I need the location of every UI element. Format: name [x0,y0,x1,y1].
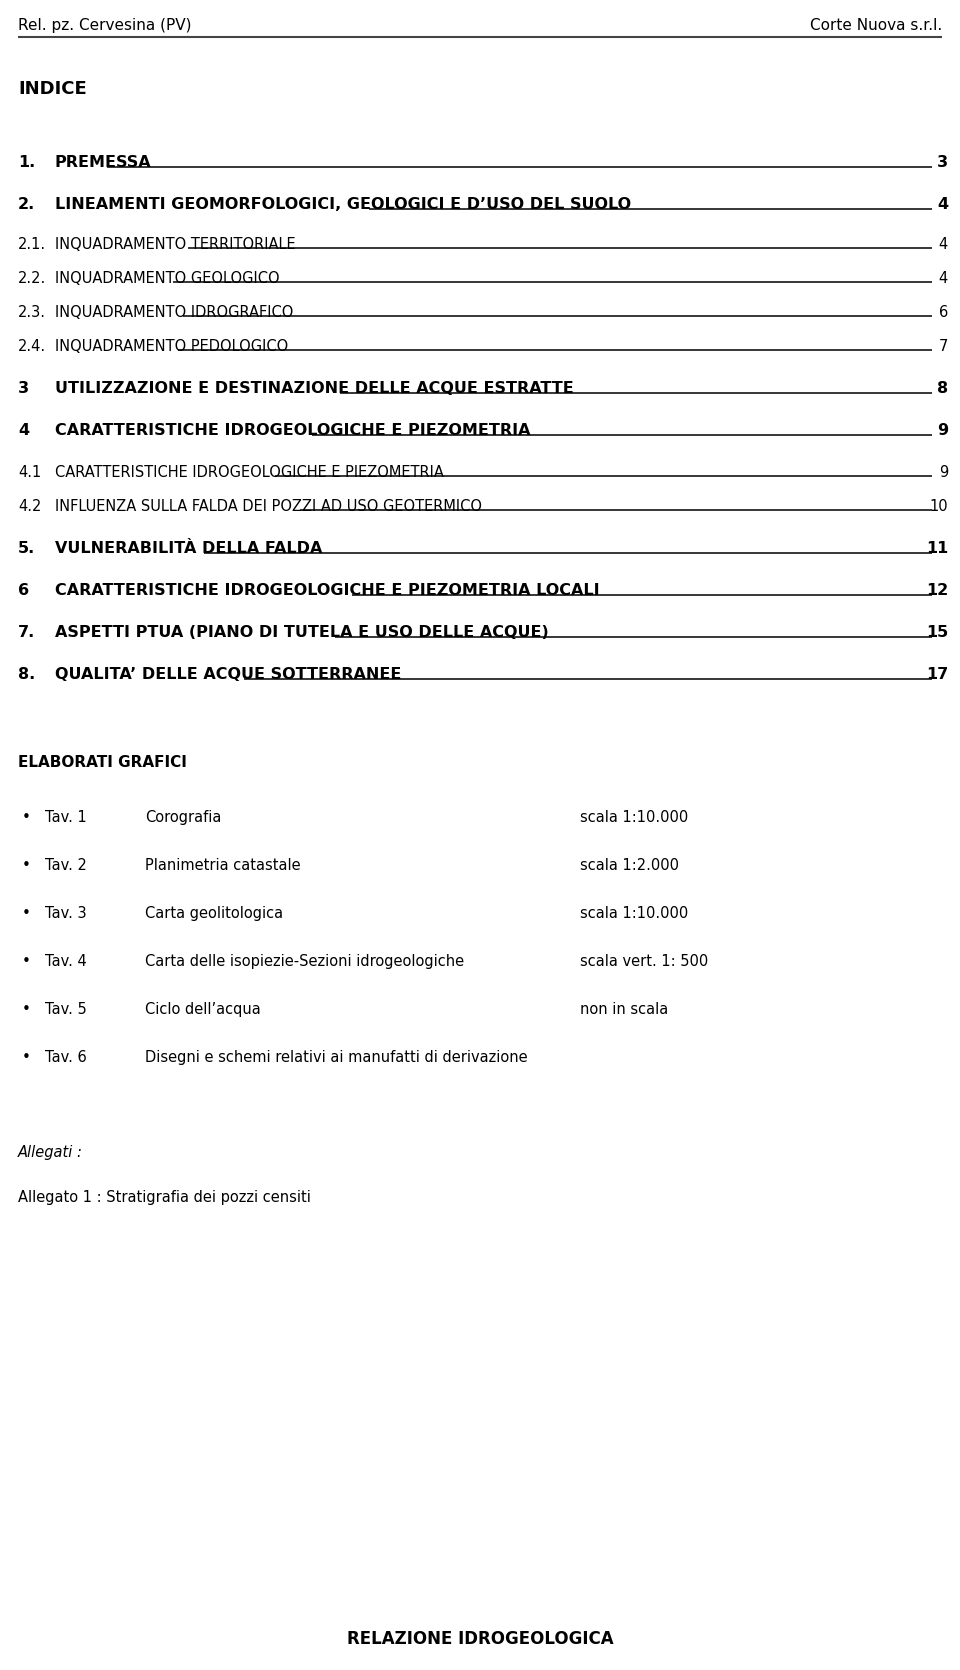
Text: CARATTERISTICHE IDROGEOLOGICHE E PIEZOMETRIA: CARATTERISTICHE IDROGEOLOGICHE E PIEZOME… [55,464,444,479]
Text: 11: 11 [925,541,948,556]
Text: PREMESSA: PREMESSA [55,155,152,170]
Text: •: • [22,1002,31,1017]
Text: UTILIZZAZIONE E DESTINAZIONE DELLE ACQUE ESTRATTE: UTILIZZAZIONE E DESTINAZIONE DELLE ACQUE… [55,381,574,396]
Text: INQUADRAMENTO TERRITORIALE: INQUADRAMENTO TERRITORIALE [55,237,296,252]
Text: 2.1.: 2.1. [18,237,46,252]
Text: INDICE: INDICE [18,80,86,99]
Text: Allegato 1 : Stratigrafia dei pozzi censiti: Allegato 1 : Stratigrafia dei pozzi cens… [18,1191,311,1206]
Text: 3: 3 [937,155,948,170]
Text: Corte Nuova s.r.l.: Corte Nuova s.r.l. [809,18,942,33]
Text: 1.: 1. [18,155,36,170]
Text: 10: 10 [929,499,948,514]
Text: 8: 8 [937,381,948,396]
Text: Rel. pz. Cervesina (PV): Rel. pz. Cervesina (PV) [18,18,191,33]
Text: 4: 4 [937,197,948,212]
Text: •: • [22,954,31,969]
Text: Tav. 1: Tav. 1 [45,810,86,825]
Text: 9: 9 [937,423,948,438]
Text: 4.1: 4.1 [18,464,41,479]
Text: non in scala: non in scala [580,1002,668,1017]
Text: RELAZIONE IDROGEOLOGICA: RELAZIONE IDROGEOLOGICA [347,1630,613,1648]
Text: Tav. 5: Tav. 5 [45,1002,86,1017]
Text: ASPETTI PTUA (PIANO DI TUTELA E USO DELLE ACQUE): ASPETTI PTUA (PIANO DI TUTELA E USO DELL… [55,625,549,640]
Text: VULNERABILITÀ DELLA FALDA: VULNERABILITÀ DELLA FALDA [55,541,323,556]
Text: Tav. 2: Tav. 2 [45,858,86,873]
Text: Disegni e schemi relativi ai manufatti di derivazione: Disegni e schemi relativi ai manufatti d… [145,1050,528,1065]
Text: Ciclo dell’acqua: Ciclo dell’acqua [145,1002,261,1017]
Text: QUALITA’ DELLE ACQUE SOTTERRANEE: QUALITA’ DELLE ACQUE SOTTERRANEE [55,666,401,681]
Text: 6: 6 [18,583,29,598]
Text: 15: 15 [925,625,948,640]
Text: 4.2: 4.2 [18,499,41,514]
Text: 7: 7 [939,339,948,354]
Text: CARATTERISTICHE IDROGEOLOGICHE E PIEZOMETRIA: CARATTERISTICHE IDROGEOLOGICHE E PIEZOME… [55,423,531,438]
Text: Tav. 6: Tav. 6 [45,1050,86,1065]
Text: 17: 17 [925,666,948,681]
Text: 2.4.: 2.4. [18,339,46,354]
Text: scala 1:10.000: scala 1:10.000 [580,810,688,825]
Text: INQUADRAMENTO PEDOLOGICO: INQUADRAMENTO PEDOLOGICO [55,339,288,354]
Text: 12: 12 [925,583,948,598]
Text: 7.: 7. [18,625,36,640]
Text: 2.3.: 2.3. [18,306,46,321]
Text: 2.: 2. [18,197,36,212]
Text: Carta delle isopiezie-Sezioni idrogeologiche: Carta delle isopiezie-Sezioni idrogeolog… [145,954,464,969]
Text: INQUADRAMENTO GEOLOGICO: INQUADRAMENTO GEOLOGICO [55,271,279,286]
Text: LINEAMENTI GEOMORFOLOGICI, GEOLOGICI E D’USO DEL SUOLO: LINEAMENTI GEOMORFOLOGICI, GEOLOGICI E D… [55,197,631,212]
Text: scala 1:10.000: scala 1:10.000 [580,907,688,920]
Text: •: • [22,858,31,873]
Text: 4: 4 [18,423,29,438]
Text: 9: 9 [939,464,948,479]
Text: INQUADRAMENTO IDROGRAFICO: INQUADRAMENTO IDROGRAFICO [55,306,294,321]
Text: 3: 3 [18,381,29,396]
Text: Carta geolitologica: Carta geolitologica [145,907,283,920]
Text: scala 1:2.000: scala 1:2.000 [580,858,679,873]
Text: 8.: 8. [18,666,36,681]
Text: •: • [22,810,31,825]
Text: Tav. 3: Tav. 3 [45,907,86,920]
Text: 6: 6 [939,306,948,321]
Text: Corografia: Corografia [145,810,222,825]
Text: 4: 4 [939,271,948,286]
Text: scala vert. 1: 500: scala vert. 1: 500 [580,954,708,969]
Text: CARATTERISTICHE IDROGEOLOGICHE E PIEZOMETRIA LOCALI: CARATTERISTICHE IDROGEOLOGICHE E PIEZOME… [55,583,600,598]
Text: •: • [22,1050,31,1065]
Text: 5.: 5. [18,541,36,556]
Text: Planimetria catastale: Planimetria catastale [145,858,300,873]
Text: Tav. 4: Tav. 4 [45,954,86,969]
Text: ELABORATI GRAFICI: ELABORATI GRAFICI [18,755,187,770]
Text: Allegati :: Allegati : [18,1146,83,1161]
Text: 2.2.: 2.2. [18,271,46,286]
Text: •: • [22,907,31,920]
Text: INFLUENZA SULLA FALDA DEI POZZI AD USO GEOTERMICO: INFLUENZA SULLA FALDA DEI POZZI AD USO G… [55,499,482,514]
Text: 4: 4 [939,237,948,252]
